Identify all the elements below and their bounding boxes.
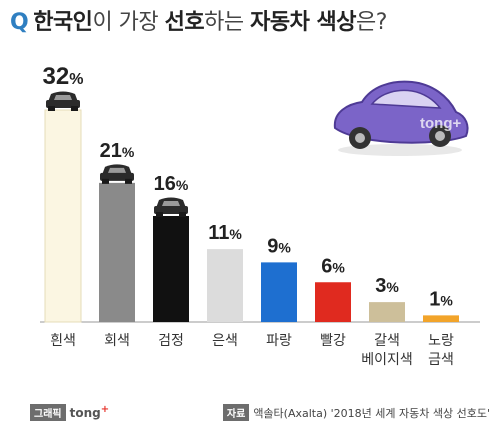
- car-icon: [71, 106, 78, 111]
- source: 자료 액솔타(Axalta) '2018년 세계 자동차 색상 선호도': [222, 404, 490, 421]
- title-part: 자동차 색상: [250, 10, 356, 35]
- category-label: 회색: [104, 333, 130, 349]
- bar: [423, 315, 459, 322]
- source-text: 액솔타(Axalta) '2018년 세계 자동차 색상 선호도': [253, 407, 490, 420]
- category-label: 금색: [428, 352, 454, 368]
- bar-value-label: 9%: [267, 235, 291, 257]
- bar: [44, 109, 82, 323]
- car-illustration: tong+: [333, 80, 469, 156]
- car-icon: [179, 212, 186, 217]
- title-part: 선호: [164, 10, 205, 35]
- bar: [369, 302, 405, 322]
- credit-tag: 그래픽: [30, 404, 66, 421]
- bar-value-label: 21%: [100, 140, 135, 162]
- question-icon: Q: [10, 10, 29, 35]
- bar: [153, 216, 189, 322]
- bar-value-label: 16%: [154, 173, 189, 195]
- bar-value-label: 11%: [208, 222, 242, 244]
- bar: [99, 182, 135, 322]
- category-label: 노랑: [428, 333, 454, 349]
- bar-chart: tong+ 32% 흰색 21% 회색 16% 검정 11% 은색 9% 파랑 6% 빨강 3% 갈색베이…: [40, 63, 480, 368]
- brand-name: tong: [69, 406, 101, 420]
- title-part: 이 가장: [92, 10, 165, 35]
- category-label: 검정: [158, 333, 184, 349]
- bar-value-label: 6%: [321, 255, 345, 277]
- category-label: 흰색: [50, 333, 76, 349]
- car-icon: [108, 167, 126, 173]
- brand-plus: +: [100, 404, 110, 415]
- page-title: Q 한국인이 가장 선호하는 자동차 색상은?: [10, 4, 387, 36]
- car-wheel-icon: [435, 131, 445, 141]
- car-icon: [125, 178, 132, 184]
- bar-value-label: 1%: [429, 288, 453, 310]
- car-window-icon: [370, 89, 442, 109]
- watermark: tong+: [420, 115, 461, 132]
- bar-value-label: 32%: [43, 63, 84, 90]
- category-label: 빨강: [320, 333, 346, 349]
- credit: 그래픽 tong+: [30, 404, 109, 421]
- category-label: 베이지색: [361, 352, 413, 368]
- car-shadow: [338, 144, 462, 156]
- category-label: 갈색: [374, 333, 400, 349]
- bar: [207, 249, 243, 322]
- bar: [315, 282, 351, 322]
- car-icon: [162, 201, 180, 206]
- title-part: 한국인: [33, 10, 93, 35]
- car-icon: [48, 106, 55, 111]
- source-tag: 자료: [222, 404, 250, 421]
- brand-logo: tong+: [69, 404, 110, 420]
- title-part: 은?: [356, 10, 387, 35]
- category-label: 파랑: [266, 333, 292, 349]
- footer: 그래픽 tong+ 자료 액솔타(Axalta) '2018년 세계 자동차 색상 …: [0, 402, 500, 422]
- category-label: 은색: [212, 333, 238, 349]
- bar-value-label: 3%: [375, 275, 399, 297]
- car-icon: [54, 95, 72, 100]
- bar: [261, 262, 297, 322]
- car-wheel-icon: [355, 133, 365, 143]
- car-icon: [102, 178, 109, 184]
- car-icon: [156, 212, 163, 217]
- title-part: 하는: [204, 10, 251, 35]
